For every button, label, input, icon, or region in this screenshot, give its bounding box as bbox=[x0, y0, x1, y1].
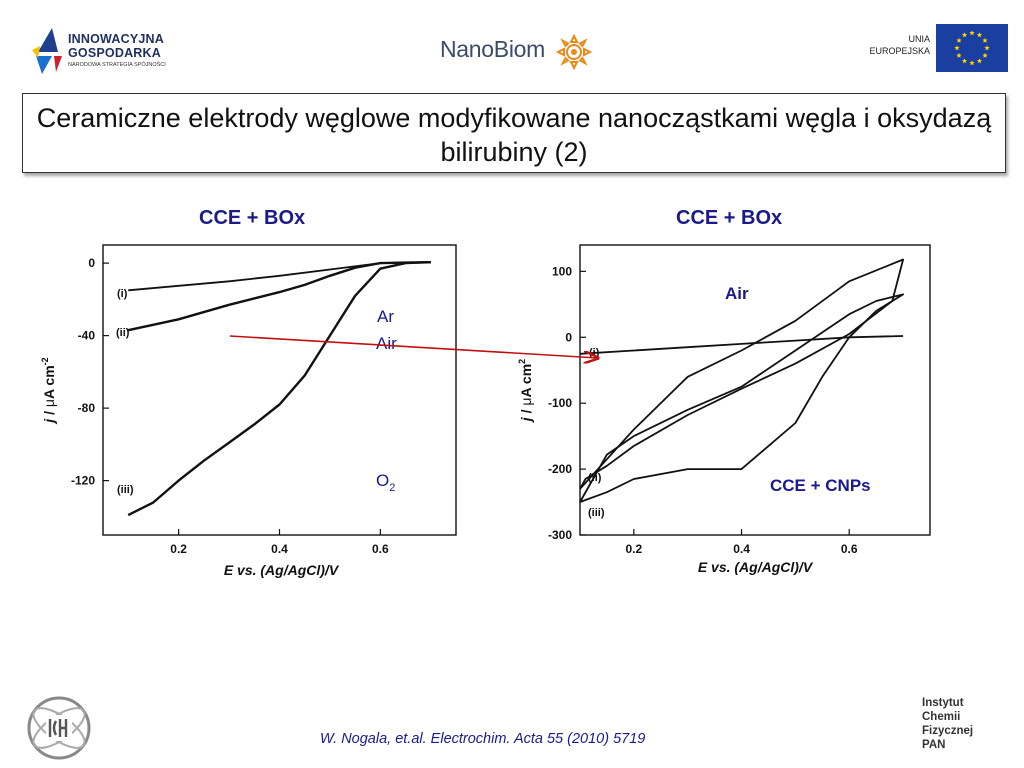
left-legend-air: Air bbox=[376, 334, 397, 353]
right-annotation-air: Air bbox=[725, 284, 749, 303]
left-x-tick-label: 0.2 bbox=[170, 542, 187, 556]
eu-star-icon bbox=[954, 45, 960, 51]
ig-line2: GOSPODARKA bbox=[68, 46, 161, 60]
institute-line-2: Chemii bbox=[922, 711, 961, 723]
eu-star-icon bbox=[969, 60, 975, 66]
right-x-tick-label: 0.4 bbox=[733, 542, 750, 556]
left-legend-o2: O2 bbox=[376, 471, 395, 494]
right-y-tick-label: -100 bbox=[548, 396, 572, 410]
left-y-tick-label: -80 bbox=[78, 401, 96, 415]
right-y-tick-label: 0 bbox=[565, 330, 572, 344]
eu-star-icon bbox=[961, 58, 968, 64]
eu-star-icon bbox=[982, 52, 988, 58]
left-y-tick-label: -40 bbox=[78, 329, 96, 343]
nanobiom-wordmark: NanoBiom bbox=[440, 36, 545, 62]
right-y-tick-label: -300 bbox=[548, 528, 572, 542]
institute-line-4: PAN bbox=[922, 739, 946, 751]
left-y-axis-label: j / μA cm-2 bbox=[40, 357, 57, 424]
left-series-label-3: (iii) bbox=[117, 484, 134, 496]
right-plot-frame bbox=[579, 244, 931, 536]
left-x-tick-label: 0.4 bbox=[271, 542, 288, 556]
ig-line1: INNOWACYJNA bbox=[68, 32, 164, 46]
eu-star-icon bbox=[976, 58, 983, 64]
right-panel-title: CCE + BOx bbox=[676, 207, 783, 229]
right-series-line-3 bbox=[579, 293, 904, 503]
eu-star-icon bbox=[961, 32, 968, 38]
left-series-label-2: (ii) bbox=[116, 327, 130, 339]
citation: W. Nogala, et.al. Electrochim. Acta 55 (… bbox=[320, 731, 646, 747]
eu-flag-icon bbox=[936, 24, 1008, 72]
eu-line2: EUROPEJSKA bbox=[869, 46, 930, 56]
innowacyjna-gospodarka-logo: INNOWACYJNA GOSPODARKA NARODOWA STRATEGI… bbox=[28, 22, 208, 78]
nanobiom-logo: NanoBiom bbox=[440, 26, 600, 76]
left-legend-ar: Ar bbox=[377, 307, 394, 326]
left-series-line-2 bbox=[127, 261, 431, 332]
left-y-tick-label: 0 bbox=[88, 256, 95, 270]
left-panel-title: CCE + BOx bbox=[199, 207, 306, 229]
eu-star-icon bbox=[982, 37, 988, 43]
comparison-arrow bbox=[229, 335, 598, 358]
right-annotation-cnps: CCE + CNPs bbox=[770, 476, 871, 495]
eu-star-icon bbox=[984, 45, 990, 51]
right-series-label-3: (iii) bbox=[588, 507, 605, 519]
left-x-tick-label: 0.6 bbox=[372, 542, 389, 556]
eu-line1: UNIA bbox=[908, 34, 930, 44]
nanobiom-sun-icon bbox=[555, 33, 593, 71]
right-series-label-2: (ii) bbox=[588, 472, 602, 484]
ig-emblem-icon bbox=[32, 28, 62, 74]
title-box: Ceramiczne elektrody węglowe modyfikowan… bbox=[22, 93, 1006, 173]
right-x-axis-label: E vs. (Ag/AgCl)/V bbox=[698, 559, 814, 575]
institute-line-3: Fizycznej bbox=[922, 725, 974, 737]
left-x-axis-label: E vs. (Ag/AgCl)/V bbox=[224, 562, 340, 578]
slide-title: Ceramiczne elektrody węglowe modyfikowan… bbox=[36, 103, 992, 167]
ig-line3: NARODOWA STRATEGIA SPÓJNOŚCI bbox=[68, 62, 166, 68]
right-y-axis-label: j / μA cm2 bbox=[517, 359, 534, 423]
right-y-tick-label: -200 bbox=[548, 462, 572, 476]
right-x-tick-label: 0.2 bbox=[626, 542, 643, 556]
eu-logo: UNIA EUROPEJSKA bbox=[860, 22, 1010, 76]
right-y-tick-label: 100 bbox=[552, 264, 572, 278]
eu-star-icon bbox=[956, 37, 962, 43]
eu-star-icon bbox=[969, 30, 975, 36]
left-y-tick-label: -120 bbox=[71, 474, 95, 488]
institute-line-1: Instytut bbox=[922, 697, 964, 709]
eu-star-icon bbox=[976, 32, 983, 38]
eu-star-icon bbox=[956, 52, 962, 58]
left-series-label-1: (i) bbox=[117, 288, 128, 300]
right-x-tick-label: 0.6 bbox=[841, 542, 858, 556]
left-series-line-3 bbox=[127, 261, 431, 517]
ichf-logo-icon bbox=[27, 696, 91, 760]
